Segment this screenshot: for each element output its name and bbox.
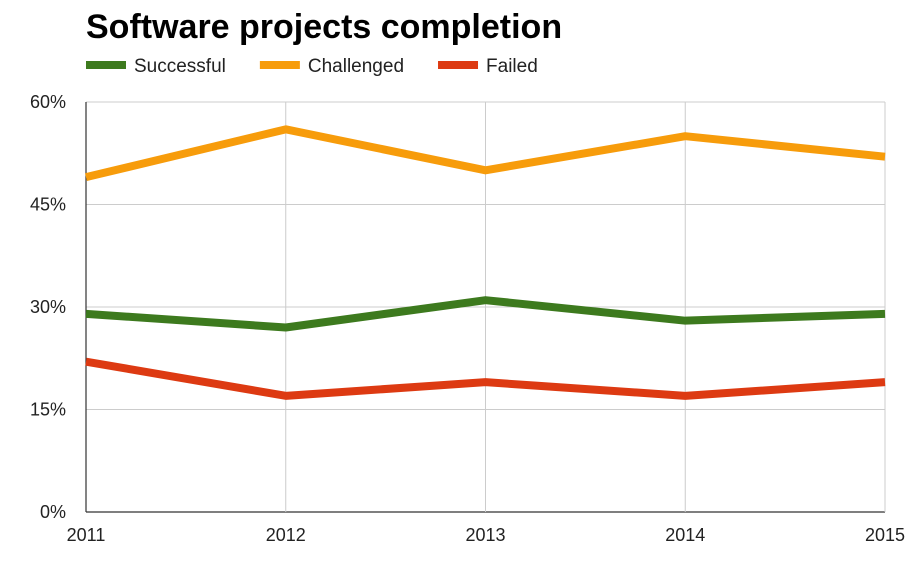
chart-title: Software projects completion (86, 8, 562, 46)
x-tick-label: 2012 (266, 525, 306, 545)
series-line-successful (85, 296, 886, 332)
series-line-failed (85, 357, 886, 400)
legend-item-challenged: Challenged (259, 56, 404, 77)
legend-label: Challenged (308, 56, 404, 77)
legend-item-successful: Successful (86, 56, 226, 77)
series-lines (85, 125, 886, 400)
x-tick-label: 2015 (865, 525, 905, 545)
x-tick-label: 2013 (465, 525, 505, 545)
y-tick-label: 0% (40, 502, 66, 522)
y-tick-label: 60% (30, 92, 66, 112)
legend-item-failed: Failed (438, 56, 538, 77)
x-axis: 2011 2012 2013 2014 2015 (67, 525, 905, 545)
x-tick-label: 2011 (67, 525, 106, 545)
grid (85, 101, 886, 513)
x-tick-label: 2014 (665, 525, 705, 545)
y-tick-label: 30% (30, 297, 66, 317)
legend-label: Successful (134, 56, 226, 77)
y-tick-label: 45% (30, 195, 66, 215)
y-axis: 0% 15% 30% 45% 60% (30, 92, 66, 522)
legend: Successful Challenged Failed (86, 56, 538, 77)
legend-label: Failed (486, 56, 538, 77)
y-tick-label: 15% (30, 400, 66, 420)
series-line-challenged (85, 125, 886, 182)
